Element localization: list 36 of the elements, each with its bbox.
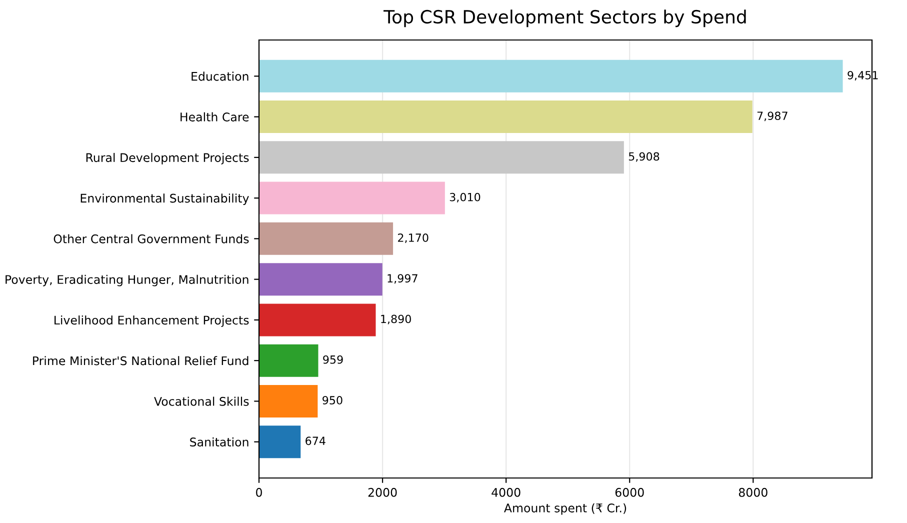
- data-label: 1,997: [388, 274, 418, 284]
- data-label: 2,170: [398, 234, 428, 244]
- y-tick-label: Rural Development Projects: [86, 152, 249, 164]
- x-tick-label: 4000: [492, 488, 520, 497]
- data-label: 959: [323, 355, 343, 364]
- y-tick-label: Vocational Skills: [154, 396, 249, 406]
- bar: [259, 384, 318, 418]
- y-tick-label: Health Care: [180, 112, 249, 122]
- x-tick-label: 2000: [368, 488, 397, 497]
- data-label: 5,908: [628, 152, 660, 162]
- data-label: 7,987: [757, 112, 788, 122]
- bar: [259, 222, 394, 255]
- bar: [259, 182, 445, 214]
- y-tick-label: Sanitation: [190, 437, 248, 446]
- data-label: 3,010: [450, 192, 480, 202]
- bar: [259, 60, 843, 92]
- y-tick-label: Prime Minister'S National Relief Fund: [33, 356, 248, 366]
- data-label: 674: [306, 436, 326, 446]
- y-tick-label: Other Central Government Funds: [54, 234, 249, 244]
- bar: [259, 304, 376, 336]
- chart-title: Top CSR Development Sectors by Spend: [384, 10, 746, 28]
- data-label: 950: [322, 396, 342, 404]
- y-tick-label: Poverty, Eradicating Hunger, Malnutrition: [6, 274, 248, 286]
- y-tick-label: Environmental Sustainability: [80, 194, 249, 205]
- data-label: 1,890: [381, 314, 411, 324]
- bar: [259, 263, 382, 296]
- bar: [259, 426, 301, 458]
- x-tick-label: 0: [256, 488, 262, 497]
- y-tick-label: Education: [192, 72, 248, 81]
- x-axis-title: Amount spent (₹ Cr.): [504, 503, 626, 515]
- bar: [259, 344, 318, 377]
- bar: [259, 141, 624, 174]
- y-tick-label: Livelihood Enhancement Projects: [54, 315, 249, 327]
- x-tick-label: 6000: [615, 488, 644, 497]
- x-tick-label: 8000: [738, 488, 768, 497]
- bar: [259, 100, 752, 134]
